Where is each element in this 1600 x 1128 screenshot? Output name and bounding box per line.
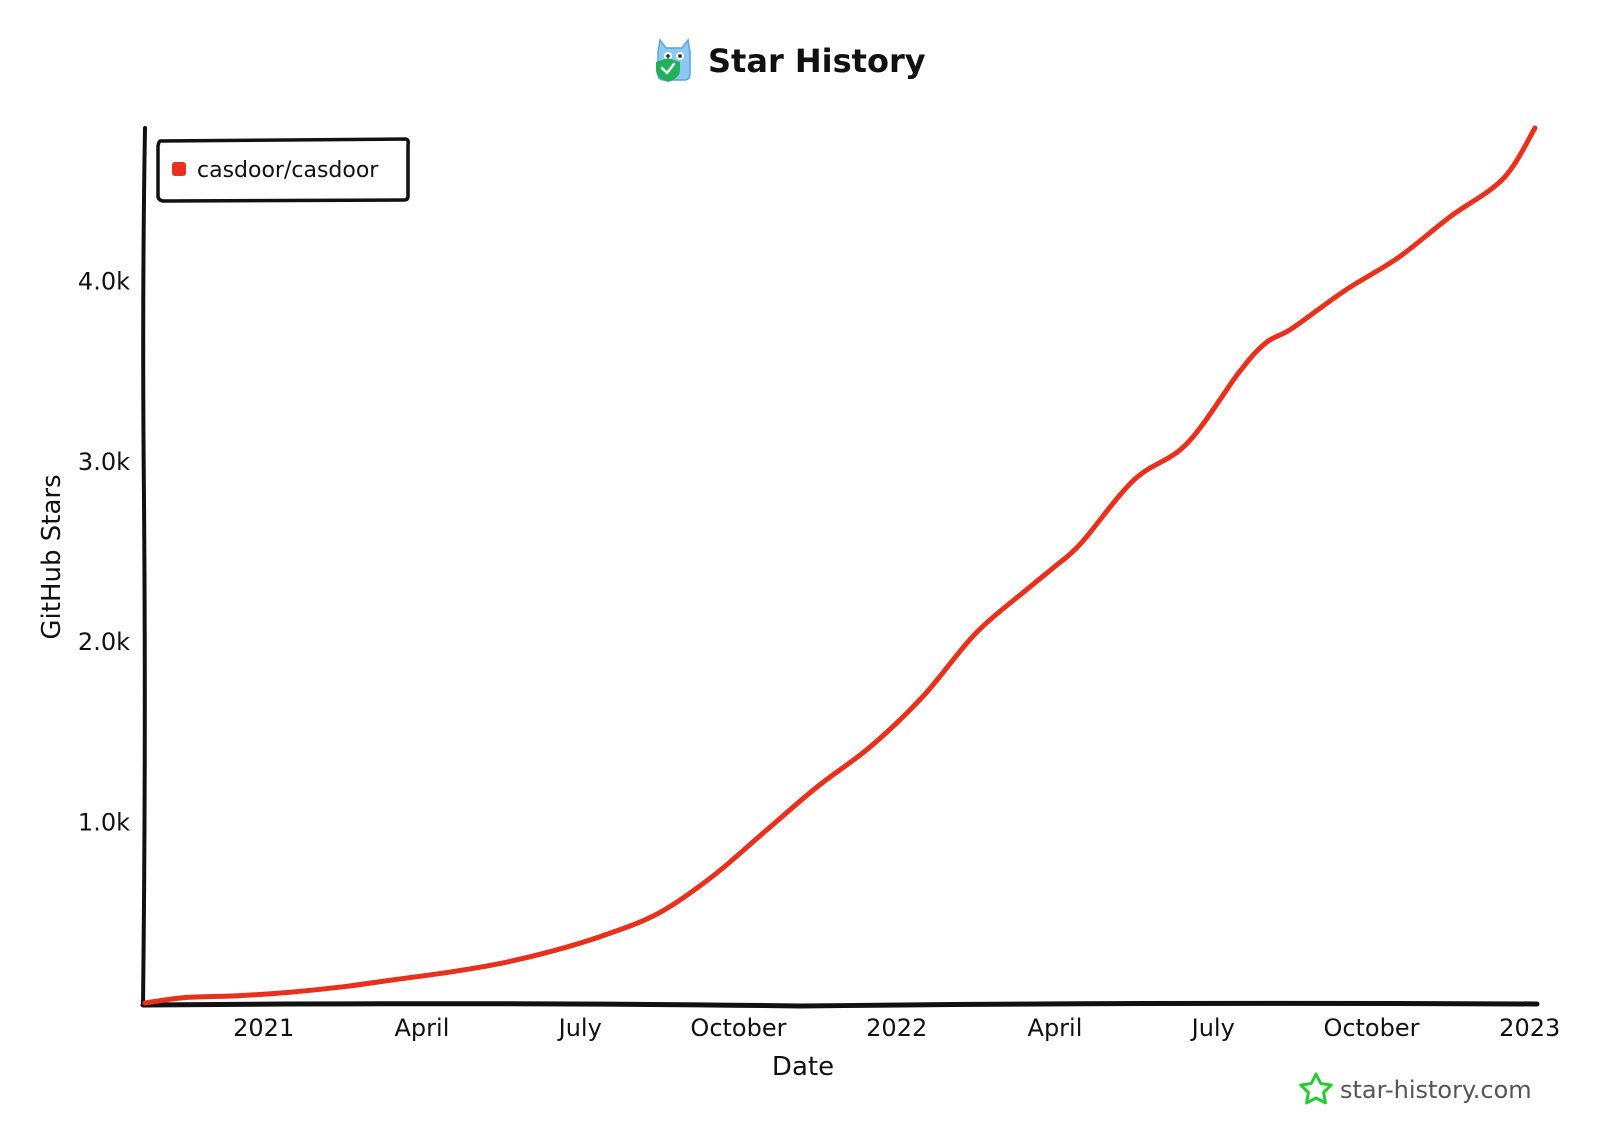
y-tick-label: 3.0k xyxy=(78,448,130,476)
y-axis-ticks: 1.0k 2.0k 3.0k 4.0k xyxy=(78,267,130,836)
legend-label: casdoor/casdoor xyxy=(197,158,379,183)
y-axis-label: GitHub Stars xyxy=(37,474,67,639)
star-icon xyxy=(1299,1072,1333,1105)
legend-swatch xyxy=(172,162,186,176)
y-tick-label: 1.0k xyxy=(78,809,130,837)
series-line-casdoor xyxy=(142,125,1538,1006)
x-axis-label: Date xyxy=(772,1052,834,1082)
owl-logo-icon xyxy=(656,38,691,82)
watermark: star-history.com xyxy=(1299,1072,1532,1105)
x-tick-label: April xyxy=(1028,1014,1083,1042)
chart-title: Star History xyxy=(708,42,926,80)
x-tick-label: July xyxy=(1190,1014,1235,1042)
x-axis-ticks: 2021 April July October 2022 April July October… xyxy=(233,1014,1560,1042)
x-tick-label: 2022 xyxy=(866,1014,927,1042)
x-tick-label: July xyxy=(557,1014,602,1042)
y-axis xyxy=(141,126,147,1007)
legend: casdoor/casdoor xyxy=(156,137,410,203)
watermark-text: star-history.com xyxy=(1340,1076,1532,1104)
x-tick-label: 2023 xyxy=(1499,1014,1560,1042)
x-tick-label: April xyxy=(395,1014,450,1042)
y-tick-label: 2.0k xyxy=(78,628,130,656)
chart-header: Star History xyxy=(656,38,926,82)
x-tick-label: 2021 xyxy=(233,1014,294,1042)
x-axis xyxy=(140,1000,1540,1009)
legend-box xyxy=(156,137,410,203)
x-tick-label: October xyxy=(1323,1014,1419,1042)
y-tick-label: 4.0k xyxy=(78,267,130,295)
x-tick-label: October xyxy=(690,1014,786,1042)
